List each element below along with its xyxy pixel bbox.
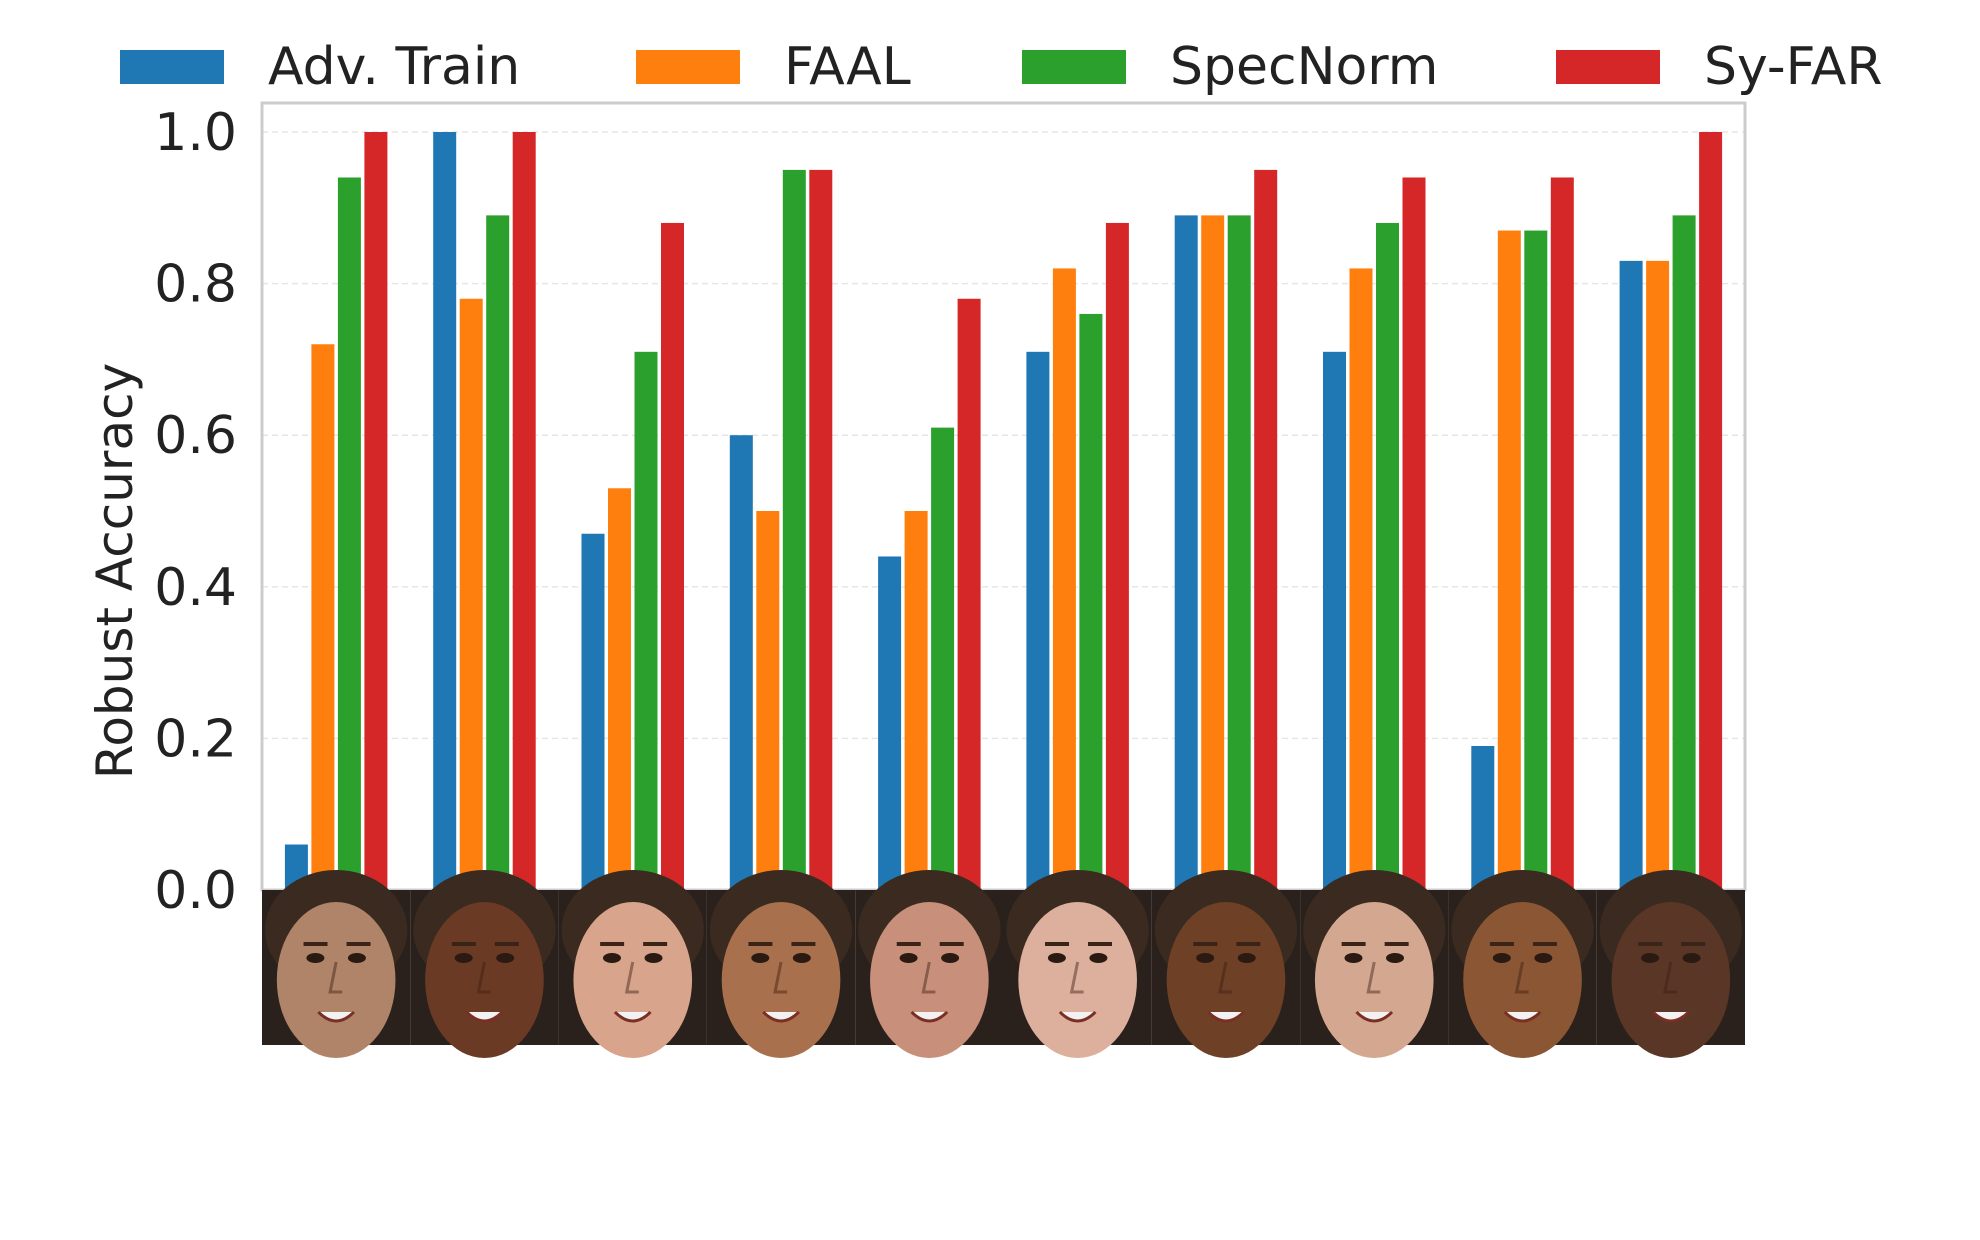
bar-sy-far-1 <box>364 132 388 890</box>
bar-adv-train-2 <box>433 132 457 890</box>
bar-faal-7 <box>1201 215 1225 890</box>
face-thumbnail <box>1151 870 1301 1058</box>
bar-sy-far-6 <box>1105 222 1129 890</box>
bar-faal-10 <box>1646 260 1670 890</box>
face-thumbnail <box>410 870 559 1058</box>
face-thumbnail <box>1448 870 1597 1058</box>
legend-swatch <box>636 50 740 84</box>
bar-specnorm-7 <box>1227 215 1251 890</box>
bar-faal-1 <box>311 344 335 890</box>
bar-adv-train-5 <box>878 556 902 890</box>
bar-specnorm-10 <box>1672 215 1696 890</box>
bar-specnorm-2 <box>486 215 510 890</box>
bar-specnorm-4 <box>782 169 806 890</box>
face-thumbnails <box>262 870 1745 1058</box>
face-thumbnail <box>706 870 856 1058</box>
bar-sy-far-7 <box>1254 169 1278 890</box>
y-axis-ticks: 0.0 0.2 0.4 0.6 0.8 1.0 <box>154 103 237 921</box>
bar-specnorm-6 <box>1079 313 1103 890</box>
legend-label: Adv. Train <box>268 37 520 97</box>
y-tick-label: 0.4 <box>154 558 237 618</box>
face-thumbnail <box>1003 870 1152 1058</box>
bar-specnorm-3 <box>634 351 658 890</box>
bar-sy-far-10 <box>1699 132 1723 890</box>
y-axis-label: Robust Accuracy <box>86 363 144 779</box>
bar-sy-far-9 <box>1550 177 1574 891</box>
legend: Adv. Train FAAL SpecNorm Sy-FAR <box>120 37 1882 97</box>
bar-specnorm-1 <box>337 177 361 891</box>
legend-label: FAAL <box>784 37 911 97</box>
bar-faal-4 <box>756 511 780 890</box>
bar-faal-3 <box>608 488 631 890</box>
legend-swatch <box>120 50 224 84</box>
bar-faal-8 <box>1349 268 1373 890</box>
legend-label: Sy-FAR <box>1704 37 1882 97</box>
grid-lines <box>262 131 1745 740</box>
y-tick-label: 0.2 <box>154 709 237 769</box>
bar-adv-train-7 <box>1174 215 1198 890</box>
bar-specnorm-9 <box>1524 230 1548 891</box>
bar-faal-5 <box>904 511 928 890</box>
bar-sy-far-3 <box>661 222 684 890</box>
bar-specnorm-5 <box>931 427 955 890</box>
bars <box>284 132 1723 891</box>
y-tick-label: 0.6 <box>154 406 237 466</box>
bar-adv-train-10 <box>1619 260 1643 890</box>
bar-sy-far-4 <box>809 169 833 890</box>
face-thumbnail <box>1596 870 1745 1058</box>
y-tick-label: 1.0 <box>154 103 237 163</box>
bar-adv-train-9 <box>1471 745 1495 890</box>
face-thumbnail <box>855 870 1004 1058</box>
legend-label: SpecNorm <box>1170 37 1438 97</box>
face-thumbnail <box>558 870 707 1058</box>
face-thumbnail <box>262 870 411 1058</box>
bar-faal-6 <box>1052 268 1076 890</box>
bar-adv-train-6 <box>1026 351 1050 890</box>
plot-frame <box>260 101 1747 892</box>
bar-sy-far-8 <box>1402 177 1426 891</box>
bar-adv-train-3 <box>581 533 605 890</box>
bar-faal-2 <box>459 298 483 890</box>
bar-adv-train-4 <box>729 435 753 890</box>
bar-sy-far-2 <box>512 132 536 890</box>
bar-faal-9 <box>1497 230 1521 891</box>
y-tick-label: 0.8 <box>154 255 237 315</box>
bar-adv-train-8 <box>1323 351 1346 890</box>
bar-specnorm-8 <box>1376 222 1399 890</box>
bar-sy-far-5 <box>957 298 981 890</box>
legend-swatch <box>1556 50 1660 84</box>
face-thumbnail <box>1300 870 1449 1058</box>
legend-swatch <box>1022 50 1126 84</box>
y-tick-label: 0.0 <box>154 861 237 921</box>
